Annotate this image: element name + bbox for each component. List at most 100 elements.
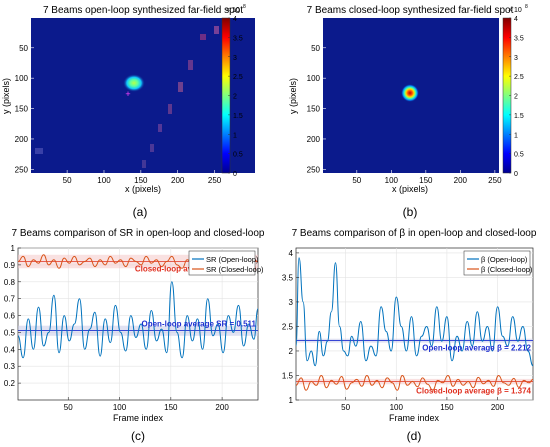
x-tick-label: 200 — [491, 403, 505, 412]
panel-b-xlabel: x (pixels) — [392, 184, 428, 194]
average-label: Open-loop average β = 2.212 — [422, 344, 531, 353]
series-line — [296, 374, 533, 391]
colorbar-tick-label: 2 — [233, 94, 237, 101]
panel-b-label: (b) — [403, 205, 418, 219]
heatmap-b-ticks: 50 100 150 200 250 50 100 150 200 250 — [307, 44, 502, 185]
heatmap-a-artifacts — [35, 26, 219, 168]
colorbar-tick-label: 1.5 — [514, 113, 524, 120]
x-tick-label: 150 — [164, 403, 178, 412]
plot-c-legend: SR (Open-loop)SR (Closed-loop) — [188, 250, 264, 276]
colorbar-tick-label: 2.5 — [514, 74, 524, 81]
x-tick-label: 100 — [385, 176, 399, 185]
x-tick-label: 50 — [63, 176, 72, 185]
legend-entry: SR (Closed-loop) — [206, 265, 264, 274]
y-tick-label: 50 — [311, 44, 320, 53]
panel-d-label: (d) — [407, 429, 422, 443]
plot-c-axis-ticks: 50 100 150 200 0.2 0.3 0.4 0.5 0.6 0.7 0.8 0.9 1 — [4, 244, 229, 412]
heatmap-a-ticks: 50 100 150 200 250 50 100 150 200 250 — [15, 44, 222, 185]
y-tick-label: 0.2 — [4, 379, 16, 388]
x-tick-label: 200 — [171, 176, 185, 185]
panel-d: 7 Beams comparison of β in open-loop and… — [282, 228, 537, 443]
x-tick-label: 150 — [134, 176, 148, 185]
y-tick-label: 3 — [289, 298, 294, 307]
colorbar-tick-label: 0 — [514, 171, 518, 178]
y-tick-label: 0.5 — [4, 328, 16, 337]
y-tick-label: 150 — [15, 105, 29, 114]
y-tick-label: 150 — [307, 105, 321, 114]
colorbar-tick-label: 1 — [233, 132, 237, 139]
colorbar-tick-label: 2.5 — [233, 74, 243, 81]
colorbar-tick-label: 4 — [514, 16, 518, 23]
colorbar-tick-label: 3 — [233, 55, 237, 62]
legend-entry: SR (Open-loop) — [206, 255, 259, 264]
panel-a: 7 Beams open-loop synthesized far-field … — [1, 4, 255, 219]
x-tick-label: 250 — [488, 176, 502, 185]
colorbar-tick-label: 4 — [233, 16, 237, 23]
x-tick-label: 100 — [113, 403, 127, 412]
y-tick-label: 0.3 — [4, 362, 16, 371]
colorbar-a-multiplier: × 10 — [226, 7, 240, 14]
y-tick-label: 0.4 — [4, 345, 16, 354]
heatmap-a-center-marker: + — [125, 89, 130, 99]
y-tick-label: 0.9 — [4, 261, 16, 270]
panel-c-label: (c) — [131, 429, 145, 443]
x-tick-label: 200 — [215, 403, 229, 412]
y-tick-label: 1.5 — [282, 371, 294, 380]
panel-a-xlabel: x (pixels) — [125, 184, 161, 194]
plot-d-axis-ticks: 50 100 150 200 1 1.5 2 2.5 3 3.5 4 — [282, 249, 505, 412]
x-tick-label: 50 — [64, 403, 73, 412]
colorbar-tick-label: 1 — [514, 132, 518, 139]
series-line — [296, 257, 533, 367]
average-label: Closed-loop average β = 1.374 — [416, 387, 531, 396]
panel-d-xlabel: Frame index — [389, 413, 440, 423]
y-tick-label: 0.7 — [4, 295, 16, 304]
colorbar-tick-label: 1.5 — [233, 113, 243, 120]
colorbar-b-multiplier: × 10 — [508, 7, 522, 14]
panel-a-title: 7 Beams open-loop synthesized far-field … — [43, 5, 243, 16]
y-tick-label: 2 — [289, 347, 294, 356]
colorbar-tick-label: 0.5 — [514, 152, 524, 159]
panel-c-title: 7 Beams comparison of SR in open-loop an… — [12, 228, 265, 239]
legend-entry: β (Open-loop) — [481, 255, 528, 264]
colorbar-tick-label: 0.5 — [233, 152, 243, 159]
x-tick-label: 100 — [390, 403, 404, 412]
x-tick-label: 150 — [440, 403, 454, 412]
y-tick-label: 4 — [289, 249, 294, 258]
colorbar-tick-label: 3.5 — [514, 35, 524, 42]
panel-a-label: (a) — [133, 205, 148, 219]
panel-b-ylabel: y (pixels) — [288, 78, 298, 114]
colorbar-tick-label: 3 — [514, 55, 518, 62]
x-tick-label: 200 — [454, 176, 468, 185]
panel-b: 7 Beams closed-loop synthesized far-fiel… — [288, 4, 528, 219]
y-tick-label: 200 — [15, 135, 29, 144]
x-tick-label: 50 — [352, 176, 361, 185]
x-tick-label: 150 — [419, 176, 433, 185]
y-tick-label: 2.5 — [282, 322, 294, 331]
colorbar-b-exponent: 8 — [525, 4, 528, 10]
panel-d-title: 7 Beams comparison of β in open-loop and… — [292, 228, 537, 239]
heatmap-a-background — [31, 18, 255, 173]
y-tick-label: 100 — [307, 74, 321, 83]
colorbar-a-exponent: 8 — [243, 4, 246, 10]
y-tick-label: 250 — [15, 165, 29, 174]
y-tick-label: 200 — [307, 135, 321, 144]
panel-c-xlabel: Frame index — [113, 413, 164, 423]
legend-entry: β (Closed-loop) — [481, 265, 533, 274]
y-tick-label: 1 — [11, 244, 16, 253]
plot-d-series — [296, 257, 533, 391]
colorbar-tick-label: 3.5 — [233, 35, 243, 42]
colorbar-tick-label: 2 — [514, 94, 518, 101]
panel-a-ylabel: y (pixels) — [1, 78, 11, 114]
y-tick-label: 250 — [307, 165, 321, 174]
plot-d-legend: β (Open-loop)β (Closed-loop) — [463, 250, 533, 276]
heatmap-a-spot — [123, 74, 145, 92]
x-tick-label: 100 — [97, 176, 111, 185]
x-tick-label: 50 — [341, 403, 350, 412]
panel-b-title: 7 Beams closed-loop synthesized far-fiel… — [307, 5, 514, 16]
y-tick-label: 50 — [19, 44, 28, 53]
y-tick-label: 0.8 — [4, 278, 16, 287]
heatmap-b-spot — [401, 84, 419, 102]
legend-box — [463, 250, 531, 276]
panel-c: 7 Beams comparison of SR in open-loop an… — [4, 228, 265, 443]
